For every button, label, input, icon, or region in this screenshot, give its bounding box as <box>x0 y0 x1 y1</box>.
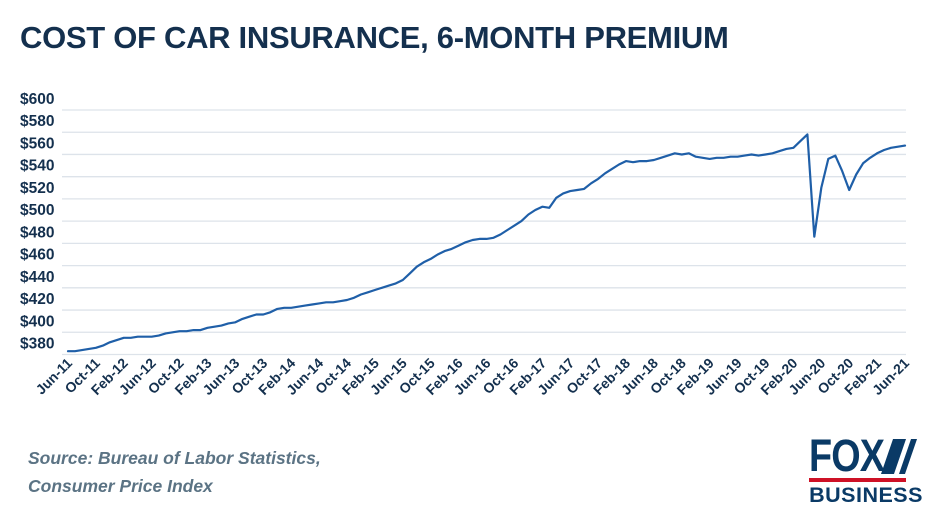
logo-red-divider <box>809 478 907 482</box>
source-line-2: Consumer Price Index <box>28 476 213 496</box>
y-axis-label: $500 <box>20 202 54 219</box>
searchlight-beams-icon <box>880 439 917 474</box>
y-axis-label: $520 <box>20 180 54 197</box>
source-note: Source: Bureau of Labor Statistics, Cons… <box>28 444 321 500</box>
y-axis-label: $540 <box>20 158 54 175</box>
y-axis-label: $380 <box>20 336 54 353</box>
y-axis-label: $580 <box>20 113 54 130</box>
y-axis-label: $420 <box>20 291 54 308</box>
fox-business-logo: FOX BUSINESS <box>809 430 923 507</box>
y-axis-label: $480 <box>20 224 54 241</box>
business-wordmark: BUSINESS <box>809 483 923 507</box>
fox-logo-row: FOX <box>809 430 917 481</box>
y-axis-label: $440 <box>20 269 54 286</box>
y-axis-label: $600 <box>20 91 54 108</box>
y-axis-label: $560 <box>20 135 54 152</box>
y-axis-label: $460 <box>20 247 54 264</box>
chart-title: COST OF CAR INSURANCE, 6-MONTH PREMIUM <box>20 20 729 55</box>
fox-wordmark: FOX <box>809 430 885 481</box>
premium-data-line <box>66 133 907 353</box>
y-axis-label: $400 <box>20 313 54 330</box>
source-line-1: Source: Bureau of Labor Statistics, <box>28 448 321 468</box>
